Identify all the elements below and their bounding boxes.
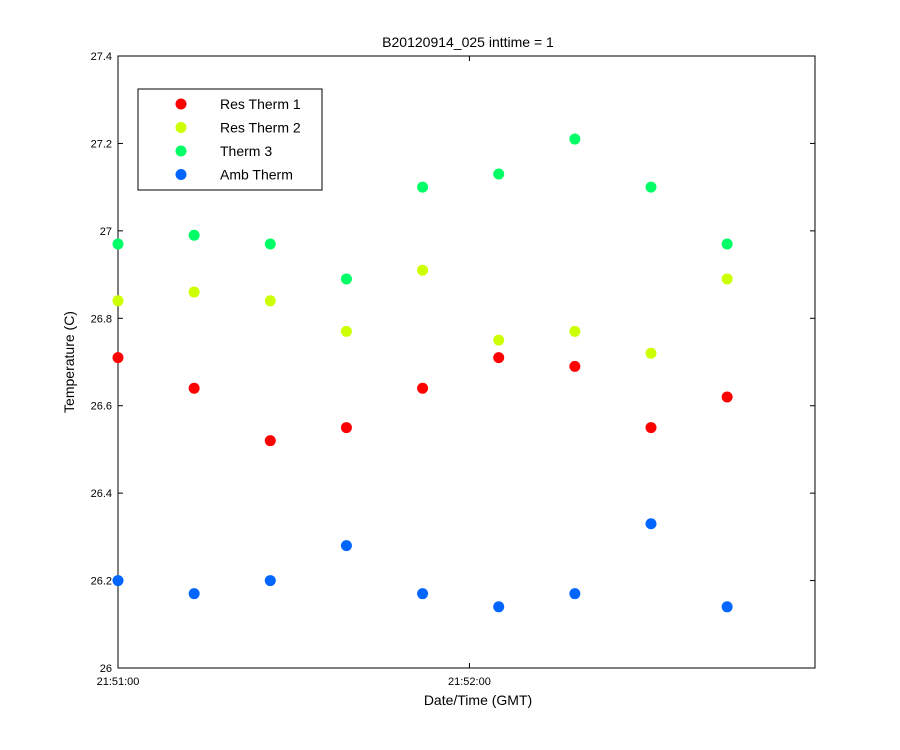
y-tick-label: 26.4 (91, 488, 112, 500)
data-point (188, 382, 200, 394)
y-axis: 26 26.2 26.4 26.6 26.8 27 27.2 27.4 (91, 51, 815, 675)
data-point (188, 286, 200, 298)
data-markers (112, 133, 733, 613)
data-point (645, 181, 657, 193)
data-point (493, 168, 505, 180)
y-tick-label: 26.6 (91, 401, 112, 413)
chart-title: B20120914_025 inttime = 1 (382, 34, 554, 50)
legend-marker (175, 98, 187, 110)
data-point (721, 601, 733, 613)
data-point (569, 325, 581, 337)
legend-marker (175, 145, 187, 157)
data-point (112, 352, 124, 364)
legend: Res Therm 1 Res Therm 2 Therm 3 Amb Therm (137, 88, 323, 191)
data-point (569, 133, 581, 145)
data-point (645, 422, 657, 434)
data-point (264, 575, 276, 587)
data-point (493, 352, 505, 364)
legend-marker (175, 122, 187, 133)
x-tick-label: 21:52:00 (448, 676, 491, 688)
data-point (417, 382, 429, 394)
data-point (112, 238, 124, 250)
data-point (417, 588, 429, 600)
data-point (569, 360, 581, 372)
data-point (721, 391, 733, 403)
data-point (264, 435, 276, 447)
data-point (188, 588, 200, 600)
legend-box (137, 88, 323, 191)
data-point (721, 273, 733, 285)
data-point (493, 601, 505, 613)
data-point (264, 238, 276, 250)
data-point (340, 325, 352, 337)
data-point (721, 238, 733, 250)
y-axis-label: Temperature (C) (61, 311, 77, 413)
data-point (188, 229, 200, 241)
data-point (417, 181, 429, 193)
data-point (569, 588, 581, 600)
legend-label: Res Therm 1 (220, 96, 301, 112)
x-axis-label: Date/Time (GMT) (424, 692, 532, 708)
data-point (493, 334, 505, 346)
y-tick-label: 26 (100, 663, 112, 675)
data-point (112, 295, 124, 307)
legend-label: Res Therm 2 (220, 120, 301, 136)
y-tick-label: 27.4 (91, 51, 112, 63)
y-tick-label: 26.8 (91, 313, 112, 325)
legend-label: Therm 3 (220, 143, 272, 159)
data-point (112, 575, 124, 587)
legend-label: Amb Therm (220, 167, 293, 183)
data-point (417, 264, 429, 276)
data-point (340, 273, 352, 285)
data-point (645, 347, 657, 359)
x-axis: 21:51:00 21:52:00 (97, 56, 491, 688)
data-point (264, 295, 276, 307)
legend-marker (175, 169, 187, 180)
y-tick-label: 27.2 (91, 138, 112, 150)
y-tick-label: 27 (100, 226, 112, 238)
x-tick-label: 21:51:00 (97, 676, 140, 688)
y-tick-label: 26.2 (91, 576, 112, 588)
data-point (340, 422, 352, 434)
data-point (340, 540, 352, 552)
data-point (645, 518, 657, 530)
